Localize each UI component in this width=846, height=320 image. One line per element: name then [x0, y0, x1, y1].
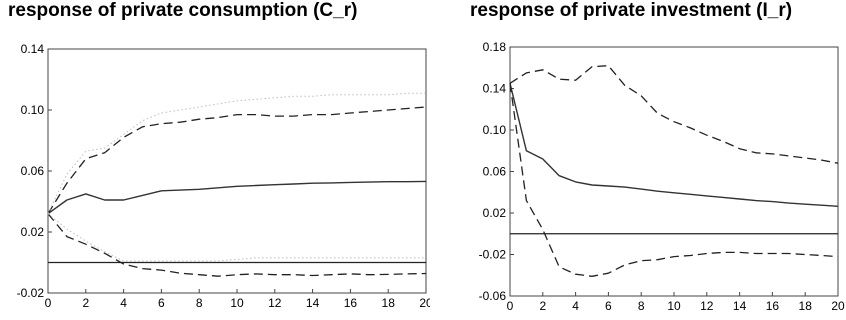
y-tick-label: 0.02	[21, 225, 45, 239]
x-tick-label: 0	[507, 299, 514, 313]
confidence-band-dotted-line-4	[47, 213, 426, 262]
impulse-response-line-0	[509, 83, 839, 207]
x-tick-label: 20	[831, 299, 845, 313]
confidence-band-dotted-line-3	[47, 92, 426, 214]
x-tick-label: 20	[419, 296, 430, 310]
x-tick-label: 14	[733, 299, 747, 313]
y-tick-label: 0.14	[21, 42, 45, 56]
x-tick-label: 16	[766, 299, 780, 313]
y-tick-label: 0.14	[483, 82, 507, 96]
x-tick-label: 12	[268, 296, 282, 310]
investment-chart-title: response of private investment (I_r)	[470, 0, 793, 21]
y-tick-label: 0.06	[483, 165, 507, 179]
consumption-chart-panel: 0 2 4 6 8 10 12 14 16 18 20 -0.02 0.02 0.06 0.10 0.14 r…	[8, 0, 430, 310]
x-tick-label: 6	[158, 296, 165, 310]
x-tick-label: 14	[306, 296, 320, 310]
y-tick-label: 0.02	[483, 206, 507, 220]
confidence-band-line-2	[509, 83, 839, 277]
confidence-band-line-2	[47, 213, 427, 277]
x-tick-label: 4	[120, 296, 127, 310]
y-tick-label: -0.02	[479, 248, 507, 262]
x-tick-label: 16	[344, 296, 358, 310]
plot-frame	[509, 46, 839, 297]
y-tick-label: -0.06	[479, 289, 507, 303]
x-tick-label: 4	[572, 299, 579, 313]
x-tick-label: 8	[638, 299, 645, 313]
confidence-band-line-1	[509, 65, 839, 164]
y-tick-label: 0.10	[483, 123, 507, 137]
x-tick-label: 12	[700, 299, 714, 313]
x-tick-label: 6	[605, 299, 612, 313]
x-tick-label: 10	[667, 299, 681, 313]
x-tick-label: 0	[45, 296, 52, 310]
x-tick-label: 8	[196, 296, 203, 310]
consumption-chart-svg: 0 2 4 6 8 10 12 14 16 18 20 -0.02 0.02 0.06 0.10 0.14	[17, 42, 430, 310]
x-tick-label: 18	[799, 299, 813, 313]
x-tick-label: 2	[82, 296, 89, 310]
consumption-chart-title: response of private consumption (C_r)	[8, 0, 358, 21]
investment-chart-panel: 0 2 4 6 8 10 12 14 16 18 20 -0.06 -0.02 0.02 0.06 0.10 0…	[440, 0, 846, 320]
confidence-band-line-1	[47, 106, 427, 215]
x-tick-label: 18	[382, 296, 396, 310]
investment-chart-svg: 0 2 4 6 8 10 12 14 16 18 20 -0.06 -0.02 0.02 0.06 0.10 0…	[479, 40, 845, 313]
x-tick-label: 2	[539, 299, 546, 313]
x-tick-label: 10	[230, 296, 244, 310]
plot-frame	[47, 48, 427, 294]
y-tick-label: 0.18	[483, 40, 507, 54]
y-tick-label: 0.06	[21, 164, 45, 178]
y-tick-label: 0.10	[21, 103, 45, 117]
y-tick-label: -0.02	[17, 286, 45, 300]
impulse-response-line-0	[47, 180, 427, 215]
